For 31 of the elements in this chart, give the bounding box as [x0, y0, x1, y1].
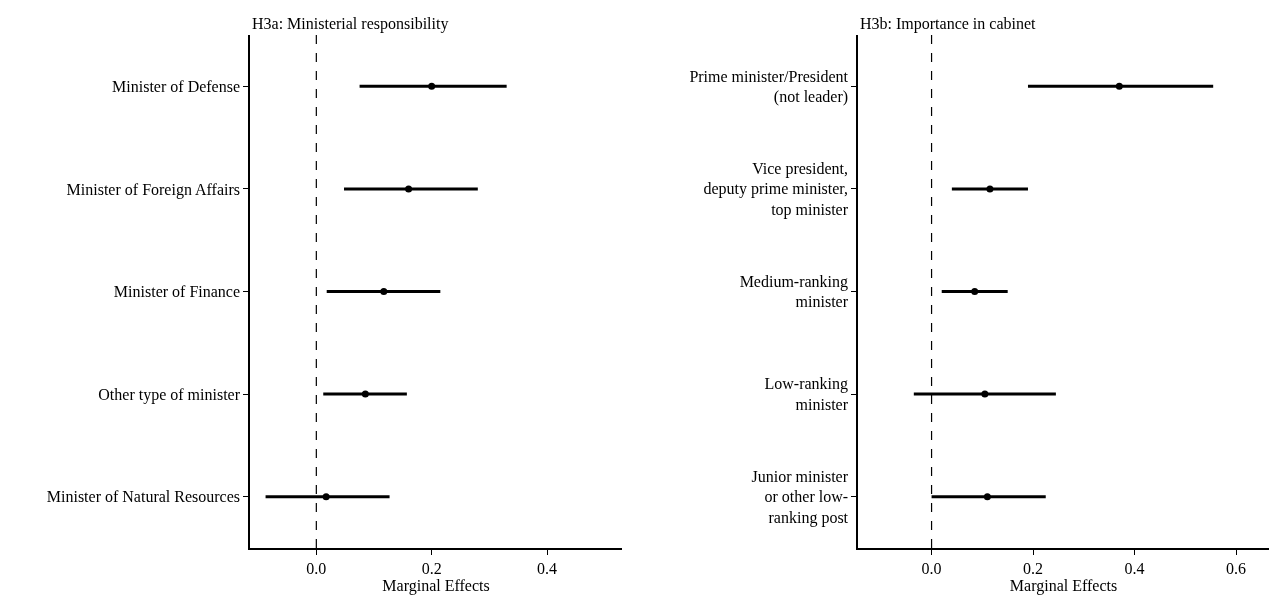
y-tick-label: Minister of Finance — [113, 283, 241, 301]
x-tick-label: 0.0 — [921, 559, 942, 577]
point — [983, 493, 991, 501]
y-tick-label: Vice president, deputy prime minister, top minister — [703, 159, 849, 220]
x-tick-label: 0.0 — [306, 559, 327, 577]
y-tick-label: Minister of Natural Resources — [46, 488, 241, 506]
point — [322, 493, 330, 501]
point — [1115, 82, 1123, 90]
x-tick-label: 0.4 — [537, 559, 558, 577]
y-tick-label: Low-ranking minister — [764, 375, 849, 414]
x-tick-label: 0.2 — [421, 559, 442, 577]
point — [981, 390, 989, 398]
point — [361, 390, 369, 398]
y-tick-label: Other type of minister — [98, 385, 241, 404]
x-axis-title: Marginal Effects — [382, 576, 490, 595]
x-tick-label: 0.2 — [1023, 559, 1044, 577]
x-tick-label: 0.4 — [1124, 559, 1145, 577]
point — [971, 288, 979, 295]
y-tick-label: Junior minister or other low- ranking post — [751, 467, 849, 528]
point — [380, 288, 388, 295]
y-tick-label: Medium-ranking minister — [739, 272, 849, 311]
x-tick-label: 0.6 — [1226, 559, 1247, 577]
y-tick-label: Minister of Defense — [112, 77, 241, 95]
y-tick-label: Minister of Foreign Affairs — [66, 180, 241, 199]
point — [405, 185, 413, 193]
y-tick-label: Prime minister/President (not leader) — [689, 67, 849, 107]
chart-title: H3b: Importance in cabinet — [860, 15, 1037, 33]
point — [986, 185, 994, 193]
x-axis-title: Marginal Effects — [1009, 576, 1118, 595]
chart-title: H3a: Ministerial responsibility — [252, 15, 449, 33]
point — [428, 82, 436, 90]
